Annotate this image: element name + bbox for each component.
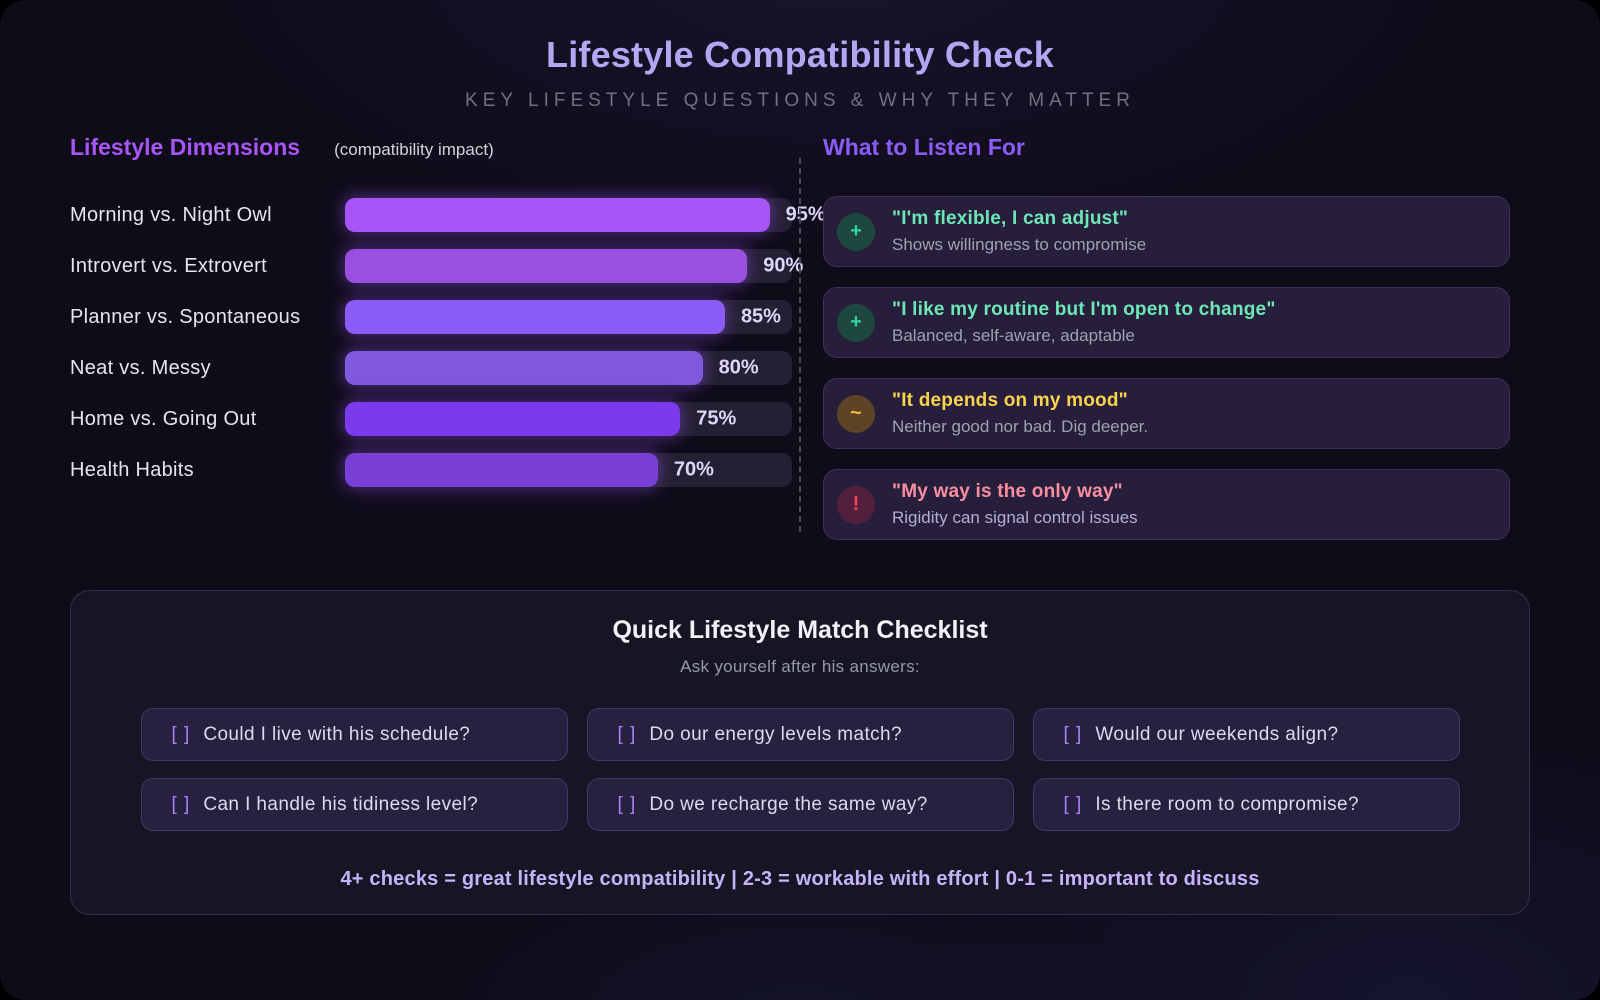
listen-note: Rigidity can signal control issues [892,508,1138,527]
bar-fill [345,249,748,283]
quick-checklist-panel: Quick Lifestyle Match Checklist Ask your… [70,590,1530,915]
bar-fill [345,198,770,232]
listen-card: ~ "It depends on my mood" Neither good n… [823,378,1510,449]
bar-row: Introvert vs. Extrovert 90% [70,249,803,283]
listen-quote: "My way is the only way" [892,481,1123,502]
checklist-item[interactable]: [ ] Could I live with his schedule? [140,708,568,761]
bar-row: Home vs. Going Out 75% [70,402,792,436]
bar-category-label: Planner vs. Spontaneous [70,305,301,328]
chart-heading-note: (compatibility impact) [334,140,494,159]
listen-quote: "It depends on my mood" [892,390,1128,411]
checkbox-icon[interactable]: [ ] [617,793,637,815]
checkbox-icon[interactable]: [ ] [617,723,637,745]
bar-track: 95% [345,198,826,232]
plus-icon: + [837,303,875,342]
bar-row: Health Habits 70% [70,453,792,487]
checklist-grid: [ ] Could I live with his schedule? [ ] … [71,708,1529,831]
bar-fill [345,351,703,385]
bar-track: 70% [345,453,792,487]
listen-quote: "I'm flexible, I can adjust" [892,208,1129,229]
checklist-item[interactable]: [ ] Would our weekends align? [1032,708,1460,761]
checklist-item-label: Can I handle his tidiness level? [203,793,479,815]
bar-row: Planner vs. Spontaneous 85% [70,300,792,334]
listen-heading: What to Listen For [823,134,1025,160]
checklist-item-label: Is there room to compromise? [1095,793,1359,815]
vertical-dashed-divider [799,158,801,532]
bar-value-label: 75% [696,407,737,430]
checklist-item-label: Do we recharge the same way? [649,793,928,815]
checklist-item[interactable]: [ ] Do we recharge the same way? [586,778,1014,831]
bar-track: 80% [345,351,792,385]
listen-card-list: + "I'm flexible, I can adjust" Shows wil… [823,196,1510,540]
listen-card: + "I like my routine but I'm open to cha… [823,287,1510,358]
bar-category-label: Introvert vs. Extrovert [70,254,267,277]
bar-row: Morning vs. Night Owl 95% [70,198,826,232]
checklist-subtitle: Ask yourself after his answers: [680,657,920,676]
listen-card: + "I'm flexible, I can adjust" Shows wil… [823,196,1510,267]
checkbox-icon[interactable]: [ ] [1063,793,1083,815]
bar-value-label: 90% [763,254,804,277]
bar-value-label: 95% [785,203,826,226]
bar-list: Morning vs. Night Owl 95% Introvert vs. … [70,198,826,487]
bar-category-label: Morning vs. Night Owl [70,203,272,226]
tilde-icon: ~ [837,394,875,433]
plus-icon: + [837,212,875,251]
page-title: Lifestyle Compatibility Check [546,34,1054,75]
listen-card: ! "My way is the only way" Rigidity can … [823,469,1510,540]
bar-value-label: 70% [673,458,714,481]
checkbox-icon[interactable]: [ ] [171,793,191,815]
lifestyle-dimensions-chart: Lifestyle Dimensions (compatibility impa… [70,134,826,504]
what-to-listen-for-section: What to Listen For + "I'm flexible, I ca… [823,134,1510,540]
checkbox-icon[interactable]: [ ] [171,723,191,745]
bar-row: Neat vs. Messy 80% [70,351,792,385]
checklist-scoring-note: 4+ checks = great lifestyle compatibilit… [340,868,1260,890]
page-subtitle: KEY LIFESTYLE QUESTIONS & WHY THEY MATTE… [465,90,1135,111]
checklist-item-label: Do our energy levels match? [649,723,902,745]
exclamation-icon: ! [837,485,875,524]
listen-note: Shows willingness to compromise [892,235,1147,254]
bar-category-label: Home vs. Going Out [70,407,257,430]
bar-track: 90% [345,249,803,283]
chart-header: Lifestyle Dimensions (compatibility impa… [70,134,792,161]
bar-value-label: 85% [740,305,781,328]
checklist-item[interactable]: [ ] Is there room to compromise? [1032,778,1460,831]
bar-category-label: Neat vs. Messy [70,356,211,379]
listen-note: Balanced, self-aware, adaptable [892,326,1135,345]
listen-note: Neither good nor bad. Dig deeper. [892,417,1149,436]
bar-category-label: Health Habits [70,458,194,481]
checklist-title: Quick Lifestyle Match Checklist [612,616,988,644]
bar-value-label: 80% [718,356,759,379]
bar-fill [345,453,658,487]
bar-fill [345,402,681,436]
checkbox-icon[interactable]: [ ] [1063,723,1083,745]
checklist-item-label: Could I live with his schedule? [203,723,471,745]
bar-track: 75% [345,402,792,436]
listen-quote: "I like my routine but I'm open to chang… [892,299,1276,320]
checklist-item[interactable]: [ ] Do our energy levels match? [586,708,1014,761]
checklist-item-label: Would our weekends align? [1095,723,1339,745]
checklist-item[interactable]: [ ] Can I handle his tidiness level? [140,778,568,831]
chart-heading: Lifestyle Dimensions [70,134,301,160]
bar-fill [345,300,725,334]
bar-track: 85% [345,300,792,334]
